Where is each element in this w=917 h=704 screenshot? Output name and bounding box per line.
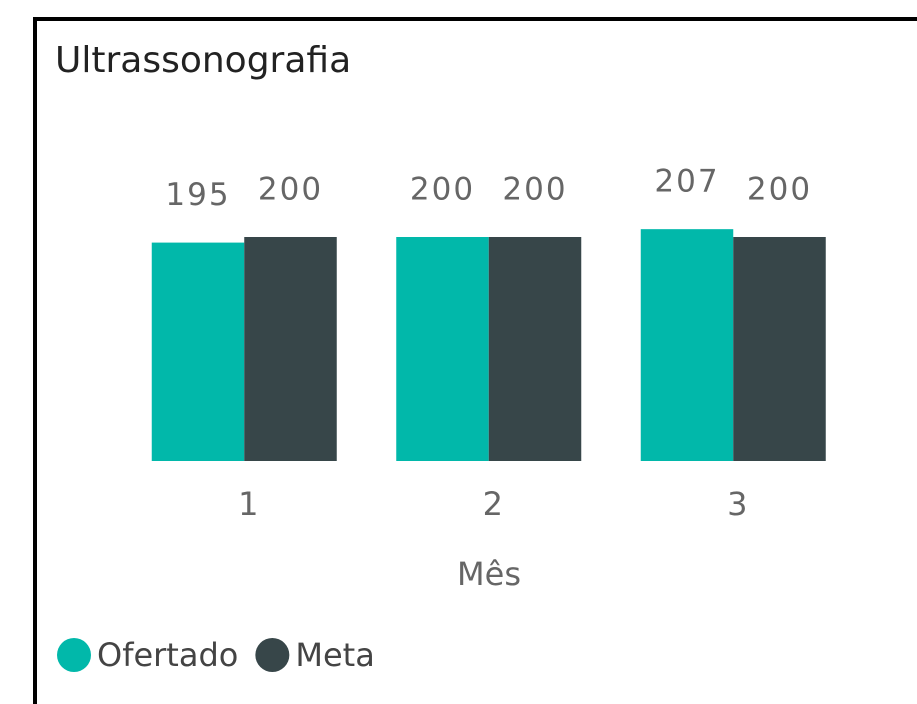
x-tick-label: 1 xyxy=(238,485,258,523)
x-axis-title: Mês xyxy=(457,555,521,593)
data-label: 207 xyxy=(654,164,719,200)
bar xyxy=(151,242,245,461)
bar xyxy=(488,237,582,461)
data-label: 200 xyxy=(258,172,323,208)
legend-label: Ofertado xyxy=(97,636,238,674)
data-label: 200 xyxy=(502,172,567,208)
chart-title: Ultrassonografia xyxy=(55,40,351,81)
legend-marker xyxy=(57,638,91,672)
data-label: 200 xyxy=(747,172,812,208)
bar xyxy=(640,229,734,461)
data-label: 200 xyxy=(410,172,475,208)
x-tick-label: 3 xyxy=(727,485,747,523)
legend-label: Meta xyxy=(295,636,374,674)
bar xyxy=(733,237,826,461)
x-tick-label: 2 xyxy=(483,485,503,523)
bar xyxy=(244,237,337,461)
legend-marker xyxy=(255,638,290,672)
data-label: 195 xyxy=(165,177,230,213)
bar xyxy=(396,237,489,461)
